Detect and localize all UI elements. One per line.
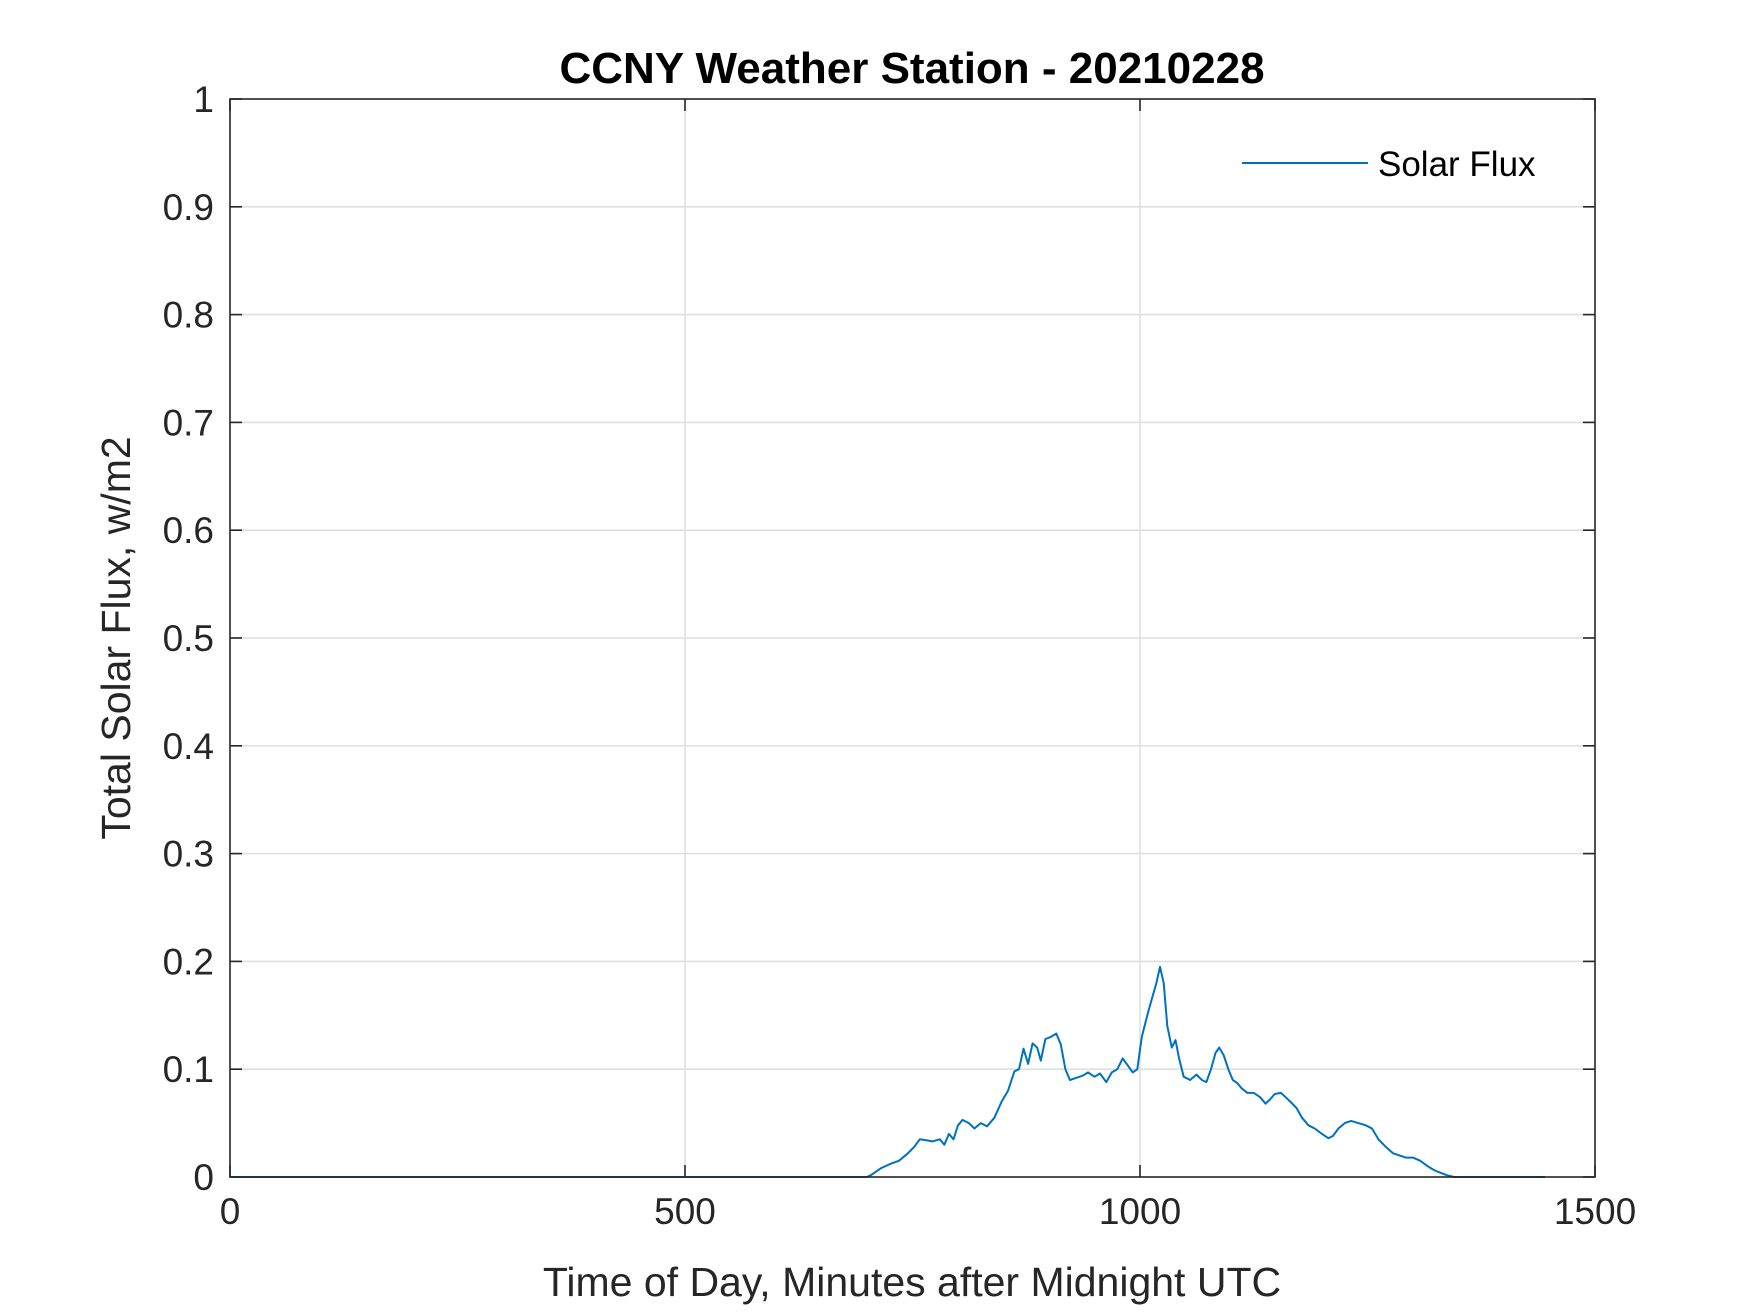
y-tick-label: 0 bbox=[193, 1157, 214, 1198]
y-tick-label: 0.7 bbox=[163, 402, 214, 443]
y-tick-label: 1 bbox=[193, 79, 214, 120]
y-tick-label: 0.5 bbox=[163, 618, 214, 659]
y-tick-label: 0.4 bbox=[163, 726, 214, 767]
grid-lines bbox=[230, 99, 1595, 1177]
y-tick-label: 0.8 bbox=[163, 295, 214, 336]
x-tick-label: 1500 bbox=[1554, 1191, 1636, 1232]
chart-title: CCNY Weather Station - 20210228 bbox=[559, 44, 1264, 93]
y-tick-label: 0.3 bbox=[163, 834, 214, 875]
x-tick-label: 1000 bbox=[1099, 1191, 1181, 1232]
legend-label: Solar Flux bbox=[1378, 145, 1536, 184]
axes-box bbox=[229, 98, 1596, 1178]
y-tick-labels: 0 0.1 0.2 0.3 0.4 0.5 0.6 0.7 0.8 0.9 1 bbox=[163, 79, 214, 1198]
x-tick-label: 0 bbox=[220, 1191, 241, 1232]
y-tick-label: 0.6 bbox=[163, 510, 214, 551]
y-tick-label: 0.2 bbox=[163, 941, 214, 982]
x-axis-label: Time of Day, Minutes after Midnight UTC bbox=[543, 1259, 1281, 1305]
series-line-solar-flux bbox=[230, 965, 1545, 1178]
y-tick-label: 0.1 bbox=[163, 1049, 214, 1090]
y-axis-label: Total Solar Flux, w/m2 bbox=[93, 436, 139, 839]
x-tick-labels: 0 500 1000 1500 bbox=[220, 1191, 1636, 1232]
y-tick-label: 0.9 bbox=[163, 187, 214, 228]
series-layer bbox=[230, 965, 1545, 1178]
legend: Solar Flux bbox=[1242, 145, 1536, 184]
x-tick-label: 500 bbox=[654, 1191, 716, 1232]
